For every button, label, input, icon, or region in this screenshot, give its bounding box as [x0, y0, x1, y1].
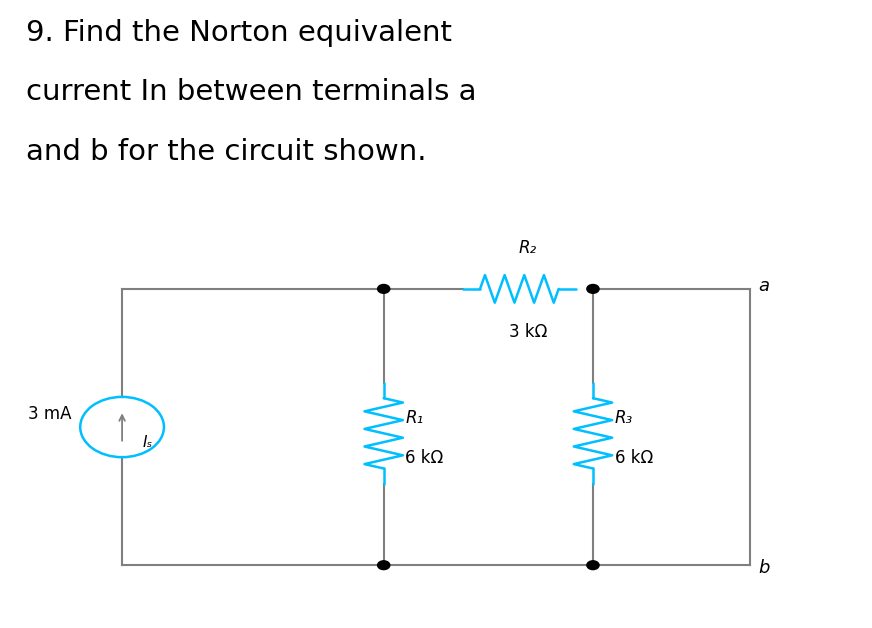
- Text: Iₛ: Iₛ: [143, 435, 153, 450]
- Text: 6 kΩ: 6 kΩ: [615, 450, 653, 467]
- Circle shape: [378, 561, 390, 570]
- Text: R₁: R₁: [405, 409, 424, 426]
- Text: 9. Find the Norton equivalent: 9. Find the Norton equivalent: [26, 19, 453, 47]
- Text: 6 kΩ: 6 kΩ: [405, 450, 444, 467]
- Circle shape: [378, 284, 390, 293]
- Text: and b for the circuit shown.: and b for the circuit shown.: [26, 138, 426, 166]
- Circle shape: [587, 284, 599, 293]
- Text: b: b: [759, 560, 770, 577]
- Text: R₃: R₃: [615, 409, 633, 426]
- Text: 3 kΩ: 3 kΩ: [509, 323, 548, 342]
- Circle shape: [587, 561, 599, 570]
- Text: 3 mA: 3 mA: [28, 406, 72, 423]
- Text: R₂: R₂: [519, 239, 537, 257]
- Text: a: a: [759, 277, 770, 295]
- Text: current In between terminals a: current In between terminals a: [26, 78, 477, 107]
